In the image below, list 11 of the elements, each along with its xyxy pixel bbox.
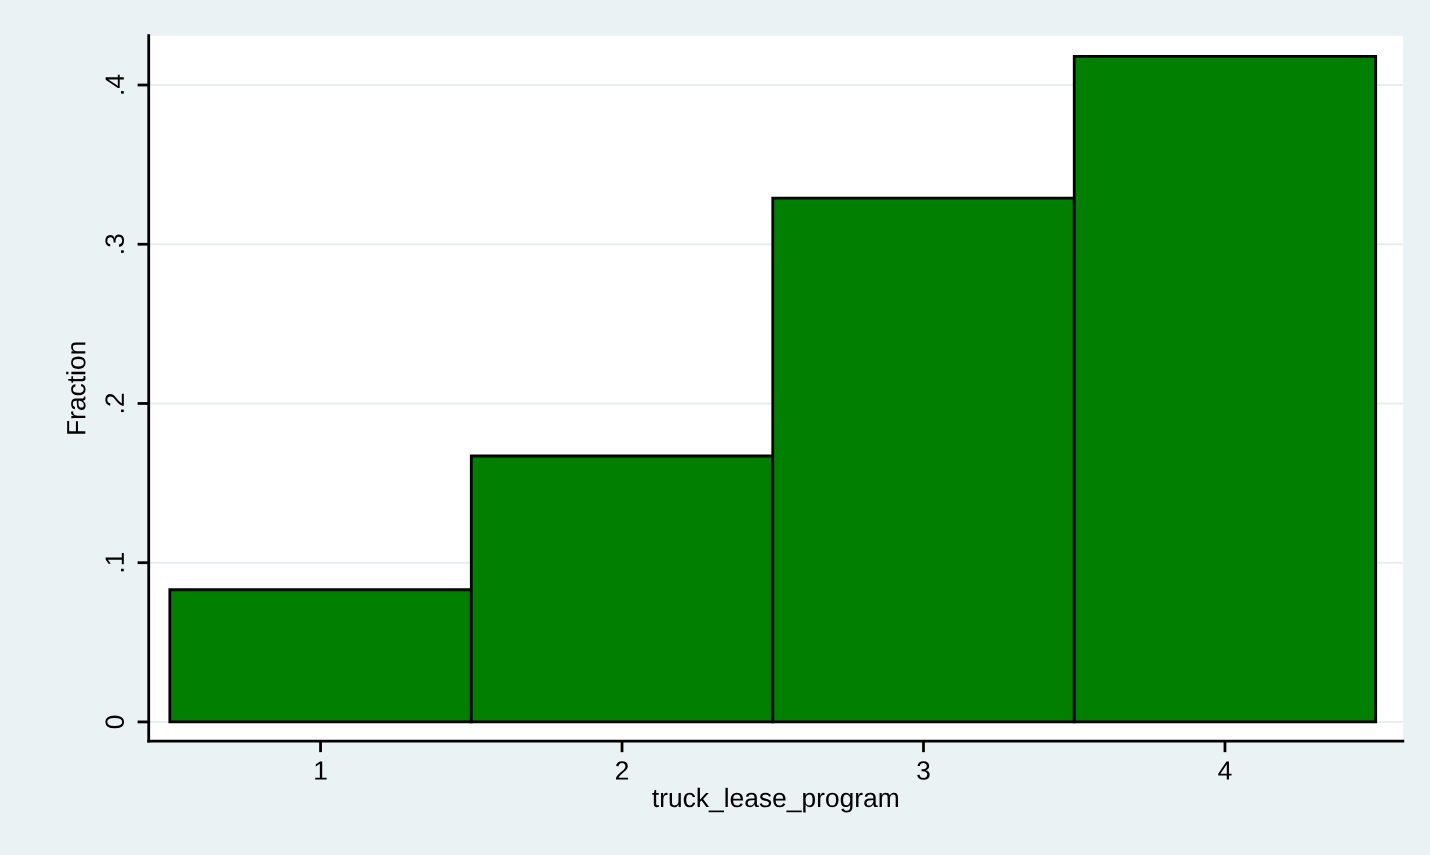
y-axis-title: Fraction (66, 342, 86, 434)
x-tick-label: 4 (1218, 761, 1232, 780)
x-tick-label: 1 (315, 761, 327, 780)
y-tick-label: 0 (105, 715, 125, 729)
x-tick-label: 3 (917, 761, 930, 780)
y-tick-label: .2 (105, 393, 124, 413)
y-tick-label: .3 (105, 234, 125, 253)
y-tick-label: .4 (105, 74, 124, 94)
x-tick-label: 2 (616, 761, 629, 780)
y-tick-label: .1 (105, 552, 124, 572)
x-axis-title: truck_lease_program (652, 787, 898, 813)
